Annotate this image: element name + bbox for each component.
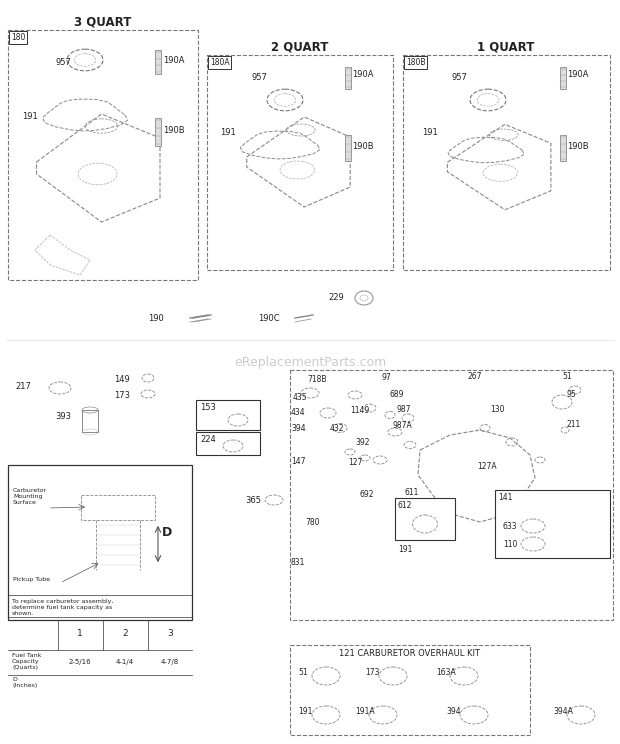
Bar [560, 67, 566, 89]
Bar [403, 55, 610, 270]
Text: 2-5/16: 2-5/16 [69, 659, 91, 665]
Text: 432: 432 [330, 424, 345, 433]
Text: 957: 957 [452, 73, 468, 82]
Text: 180B: 180B [406, 58, 425, 67]
Text: 149: 149 [114, 375, 130, 384]
Text: 163A: 163A [436, 668, 456, 677]
Bar [155, 50, 161, 74]
Bar [8, 30, 198, 280]
Text: 190A: 190A [163, 56, 185, 65]
Text: 190: 190 [148, 314, 164, 323]
Text: 190B: 190B [567, 142, 588, 151]
Text: 987A: 987A [393, 421, 413, 430]
Text: 2: 2 [122, 629, 128, 638]
Text: 173: 173 [114, 391, 130, 400]
Text: 831: 831 [291, 558, 306, 567]
Bar [8, 465, 192, 620]
Text: 180A: 180A [210, 58, 229, 67]
Text: 434: 434 [291, 408, 306, 417]
Text: D: D [162, 525, 172, 539]
Text: eReplacementParts.com: eReplacementParts.com [234, 356, 386, 369]
Text: 224: 224 [200, 435, 216, 444]
Text: Carburetor
Mounting
Surface: Carburetor Mounting Surface [13, 488, 47, 504]
Text: 127A: 127A [477, 462, 497, 471]
Text: 190B: 190B [352, 142, 374, 151]
Text: 51: 51 [298, 668, 308, 677]
Text: 394: 394 [446, 707, 461, 716]
Text: 153: 153 [200, 403, 216, 412]
Text: 394: 394 [291, 424, 306, 433]
Text: 191: 191 [398, 545, 412, 554]
Text: 987: 987 [397, 405, 412, 414]
Text: 97: 97 [382, 373, 392, 382]
Text: 365: 365 [245, 496, 261, 505]
Text: 229: 229 [328, 293, 343, 302]
Text: 147: 147 [291, 457, 306, 466]
Text: 141: 141 [498, 493, 512, 502]
Bar [196, 400, 260, 430]
Text: 1149: 1149 [350, 406, 370, 415]
Text: 612: 612 [398, 501, 412, 510]
Text: 110: 110 [503, 540, 517, 549]
Text: 173: 173 [365, 668, 379, 677]
Bar [81, 495, 155, 520]
Bar [290, 645, 530, 735]
Text: 4-1/4: 4-1/4 [116, 659, 134, 665]
Text: 1: 1 [77, 629, 83, 638]
Bar [290, 370, 613, 620]
Text: 191A: 191A [355, 707, 374, 716]
Bar [155, 118, 161, 146]
Text: 191: 191 [220, 128, 236, 137]
Bar [207, 55, 393, 270]
Text: 130: 130 [490, 405, 505, 414]
Text: 2 QUART: 2 QUART [272, 40, 329, 53]
Text: 51: 51 [562, 372, 572, 381]
Text: 190A: 190A [352, 70, 373, 79]
Text: 121 CARBURETOR OVERHAUL KIT: 121 CARBURETOR OVERHAUL KIT [340, 649, 480, 658]
Text: 692: 692 [360, 490, 374, 499]
Text: 217: 217 [15, 382, 31, 391]
Text: Pickup Tube: Pickup Tube [13, 577, 50, 582]
Text: 191: 191 [422, 128, 438, 137]
Text: 190C: 190C [258, 314, 280, 323]
Text: 718B: 718B [307, 375, 327, 384]
Text: 689: 689 [390, 390, 404, 399]
Text: 780: 780 [305, 518, 319, 527]
Text: 392: 392 [355, 438, 370, 447]
Text: 393: 393 [55, 412, 71, 421]
Bar [560, 135, 566, 161]
Text: D
(Inches): D (Inches) [12, 677, 37, 687]
Text: 435: 435 [293, 393, 308, 402]
Text: 267: 267 [468, 372, 482, 381]
Text: 3: 3 [167, 629, 173, 638]
Text: 957: 957 [55, 58, 71, 67]
Bar [345, 67, 351, 89]
Text: 633: 633 [503, 522, 518, 531]
Text: 211: 211 [567, 420, 581, 429]
Text: 1 QUART: 1 QUART [477, 40, 534, 53]
Bar [196, 432, 260, 455]
Text: 611: 611 [405, 488, 419, 497]
Text: 191: 191 [298, 707, 312, 716]
Bar [82, 410, 98, 432]
Bar [345, 135, 351, 161]
Text: 95: 95 [567, 390, 577, 399]
Text: 394A: 394A [553, 707, 573, 716]
Text: 957: 957 [252, 73, 268, 82]
Text: 190B: 190B [163, 126, 185, 135]
Bar [495, 490, 610, 558]
Text: 127: 127 [348, 458, 362, 467]
Text: 190A: 190A [567, 70, 588, 79]
Text: To replace carburetor assembly,
determine fuel tank capacity as
shown.: To replace carburetor assembly, determin… [12, 599, 113, 615]
Text: Fuel Tank
Capacity
(Quarts): Fuel Tank Capacity (Quarts) [12, 653, 42, 670]
Text: 191: 191 [22, 112, 38, 121]
Text: 3 QUART: 3 QUART [74, 15, 131, 28]
Text: 180: 180 [11, 33, 25, 42]
Bar [395, 498, 455, 540]
Text: 4-7/8: 4-7/8 [161, 659, 179, 665]
